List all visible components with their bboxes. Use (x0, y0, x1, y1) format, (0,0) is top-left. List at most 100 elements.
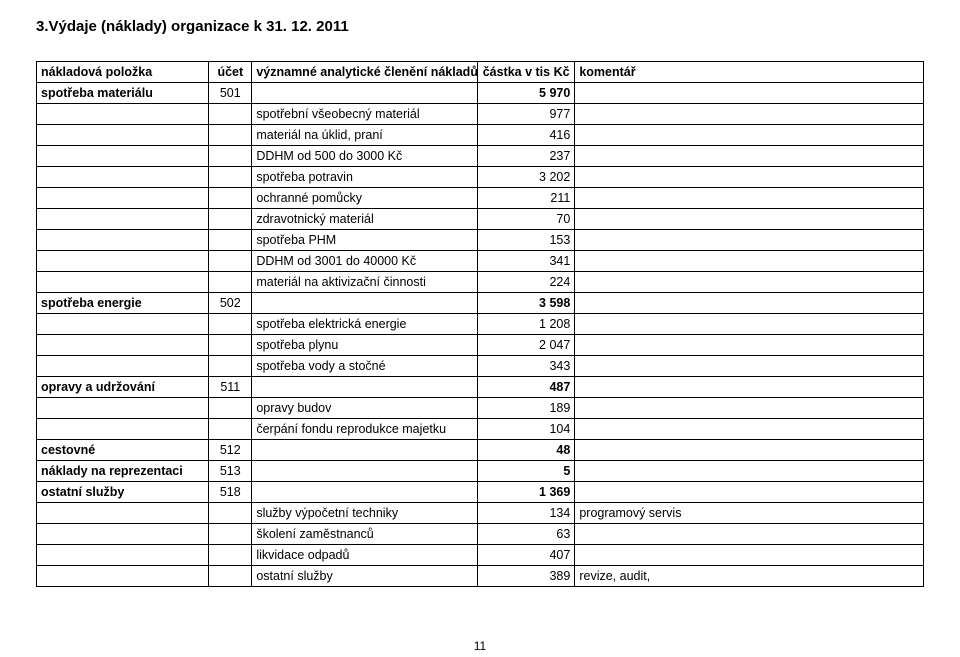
cell-amount: 3 202 (477, 167, 574, 188)
table-row: cestovné51248 (37, 440, 924, 461)
cell-item (37, 251, 209, 272)
cell-breakdown: likvidace odpadů (252, 545, 478, 566)
cell-account (209, 566, 252, 587)
cell-comment (575, 335, 924, 356)
table-row: DDHM od 3001 do 40000 Kč341 (37, 251, 924, 272)
col-header-amount: částka v tis Kč (477, 62, 574, 83)
cell-comment (575, 167, 924, 188)
cell-amount: 5 (477, 461, 574, 482)
page-number: 11 (0, 639, 960, 653)
table-row: ostatní služby5181 369 (37, 482, 924, 503)
cell-account (209, 398, 252, 419)
cell-account (209, 314, 252, 335)
cell-account (209, 335, 252, 356)
cell-amount: 153 (477, 230, 574, 251)
cell-account (209, 419, 252, 440)
cell-breakdown (252, 440, 478, 461)
cell-breakdown (252, 377, 478, 398)
cell-amount: 224 (477, 272, 574, 293)
col-header-item: nákladová položka (37, 62, 209, 83)
cell-breakdown (252, 83, 478, 104)
cell-account: 511 (209, 377, 252, 398)
cell-comment: revize, audit, (575, 566, 924, 587)
cell-amount: 70 (477, 209, 574, 230)
table-row: spotřeba elektrická energie1 208 (37, 314, 924, 335)
cell-amount: 104 (477, 419, 574, 440)
cell-comment (575, 104, 924, 125)
cell-amount: 389 (477, 566, 574, 587)
cell-account (209, 188, 252, 209)
cell-comment (575, 398, 924, 419)
cell-amount: 341 (477, 251, 574, 272)
cell-breakdown: DDHM od 3001 do 40000 Kč (252, 251, 478, 272)
cell-item (37, 314, 209, 335)
cell-account (209, 209, 252, 230)
cell-account (209, 146, 252, 167)
cell-comment (575, 440, 924, 461)
cell-breakdown: materiál na aktivizační činnosti (252, 272, 478, 293)
table-row: služby výpočetní techniky134programový s… (37, 503, 924, 524)
cell-account (209, 104, 252, 125)
table-row: spotřeba energie5023 598 (37, 293, 924, 314)
cell-amount: 1 208 (477, 314, 574, 335)
cell-breakdown: opravy budov (252, 398, 478, 419)
table-row: spotřeba PHM153 (37, 230, 924, 251)
cell-amount: 211 (477, 188, 574, 209)
cell-breakdown: materiál na úklid, praní (252, 125, 478, 146)
cell-amount: 487 (477, 377, 574, 398)
cell-amount: 3 598 (477, 293, 574, 314)
table-row: ochranné pomůcky211 (37, 188, 924, 209)
cell-breakdown: spotřební všeobecný materiál (252, 104, 478, 125)
cell-breakdown: zdravotnický materiál (252, 209, 478, 230)
cell-item (37, 566, 209, 587)
cell-amount: 189 (477, 398, 574, 419)
table-row: ostatní služby389revize, audit, (37, 566, 924, 587)
cell-comment (575, 293, 924, 314)
cell-breakdown: DDHM od 500 do 3000 Kč (252, 146, 478, 167)
cell-comment: programový servis (575, 503, 924, 524)
cell-breakdown: spotřeba PHM (252, 230, 478, 251)
cell-comment (575, 272, 924, 293)
cell-breakdown: služby výpočetní techniky (252, 503, 478, 524)
cell-amount: 48 (477, 440, 574, 461)
cell-breakdown: ochranné pomůcky (252, 188, 478, 209)
cell-item (37, 398, 209, 419)
table-row: náklady na reprezentaci5135 (37, 461, 924, 482)
table-row: materiál na úklid, praní416 (37, 125, 924, 146)
cell-item: spotřeba energie (37, 293, 209, 314)
cell-item (37, 272, 209, 293)
cell-item (37, 167, 209, 188)
cell-amount: 5 970 (477, 83, 574, 104)
cell-amount: 63 (477, 524, 574, 545)
table-row: opravy budov189 (37, 398, 924, 419)
cell-comment (575, 377, 924, 398)
page-title: 3.Výdaje (náklady) organizace k 31. 12. … (36, 18, 924, 35)
cell-item: spotřeba materiálu (37, 83, 209, 104)
cell-breakdown: spotřeba vody a stočné (252, 356, 478, 377)
table-row: školení zaměstnanců63 (37, 524, 924, 545)
cell-item (37, 104, 209, 125)
cell-item (37, 230, 209, 251)
cell-comment (575, 545, 924, 566)
col-header-breakdown: významné analytické členění nákladů (252, 62, 478, 83)
cell-account (209, 125, 252, 146)
cell-account: 501 (209, 83, 252, 104)
cell-amount: 134 (477, 503, 574, 524)
cell-account (209, 272, 252, 293)
cell-item (37, 188, 209, 209)
cell-item: opravy a udržování (37, 377, 209, 398)
cell-account: 518 (209, 482, 252, 503)
cell-item: cestovné (37, 440, 209, 461)
cell-comment (575, 356, 924, 377)
cell-account (209, 524, 252, 545)
table-header-row: nákladová položka účet významné analytic… (37, 62, 924, 83)
cell-item (37, 335, 209, 356)
cell-comment (575, 209, 924, 230)
cell-breakdown: spotřeba plynu (252, 335, 478, 356)
cell-comment (575, 482, 924, 503)
cell-comment (575, 230, 924, 251)
cell-item: náklady na reprezentaci (37, 461, 209, 482)
cell-item (37, 146, 209, 167)
cell-amount: 2 047 (477, 335, 574, 356)
cell-item (37, 545, 209, 566)
